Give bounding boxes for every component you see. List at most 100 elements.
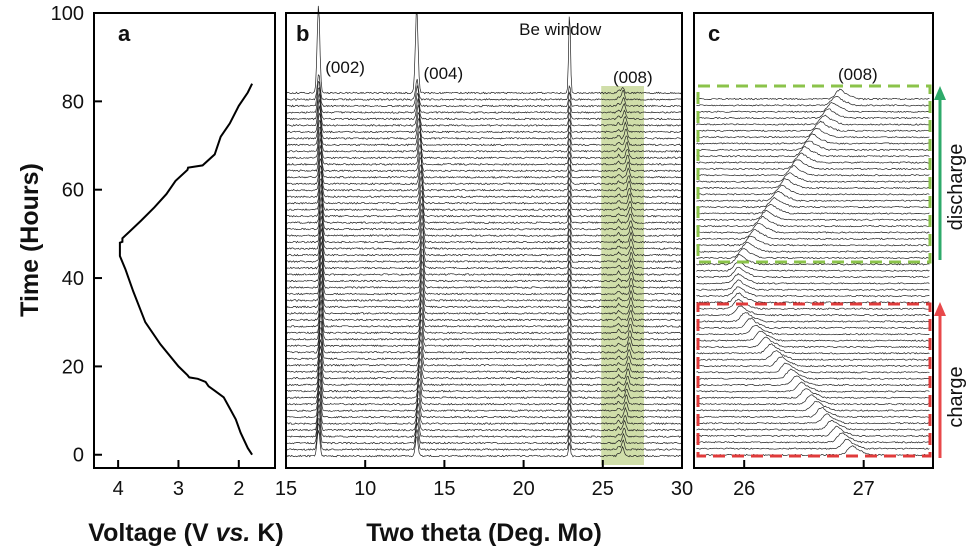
xrd-trace: [696, 145, 930, 158]
xrd-trace: [285, 378, 682, 406]
x-tick-label: 26: [733, 478, 755, 500]
xrd-trace: [696, 204, 930, 215]
xrd-trace: [285, 261, 682, 289]
panel-a-y-ticks: 0 20 40 60 80 100: [51, 3, 102, 467]
xrd-trace: [696, 375, 930, 387]
xrd-trace: [696, 184, 930, 196]
discharge-region-box: [696, 84, 932, 264]
xrd-trace: [285, 105, 682, 134]
xrd-trace: [285, 120, 682, 147]
xrd-trace: [696, 330, 930, 342]
xrd-trace: [696, 350, 930, 361]
x-tick-label: 25: [592, 478, 614, 500]
xrd-trace: [696, 178, 930, 190]
xrd-trace: [285, 430, 682, 458]
xrd-trace: [285, 280, 682, 309]
xrd-trace: [696, 317, 930, 329]
xrd-trace: [286, 228, 682, 257]
xrd-trace: [696, 235, 930, 247]
xrd-trace: [285, 138, 682, 166]
xrd-trace: [696, 286, 930, 298]
xrd-trace: [696, 152, 930, 164]
peak-label: (004): [423, 64, 463, 83]
xrd-trace: [696, 228, 930, 241]
xrd-trace: [285, 197, 682, 225]
xrd-trace: [286, 5, 682, 95]
xrd-trace: [285, 145, 682, 173]
xrd-trace: [285, 345, 682, 374]
xrd-trace: [696, 432, 930, 444]
xrd-trace: [696, 241, 930, 253]
xrd-trace: [285, 254, 682, 283]
discharge-label: discharge: [945, 144, 967, 231]
xrd-trace: [696, 88, 930, 101]
xrd-trace: [285, 151, 682, 179]
xrd-trace: [285, 339, 682, 367]
xrd-trace: [696, 425, 930, 438]
xrd-trace: [696, 216, 930, 228]
xrd-trace: [696, 279, 930, 291]
xrd-trace: [696, 292, 930, 304]
xrd-trace: [285, 223, 682, 250]
panel-b-x-ticks: 15 10 15 20 25 30: [275, 460, 693, 500]
xrd-trace: [696, 165, 930, 177]
xrd-trace: [285, 241, 682, 270]
peak-label: (008): [613, 68, 653, 87]
xrd-trace: [696, 312, 930, 323]
xrd-trace: [285, 164, 682, 192]
panel-c-frame: [693, 12, 934, 469]
panel-a-frame: [93, 12, 276, 469]
panel-a-letter: a: [118, 21, 131, 46]
panel-c-diffraction-traces: [696, 88, 930, 457]
xrd-trace: [696, 172, 930, 183]
xrd-trace: [696, 394, 930, 406]
x-tick-label: 15: [275, 478, 297, 500]
xrd-trace: [696, 343, 930, 355]
panel-c-letter: c: [708, 21, 720, 46]
xrd-trace: [696, 336, 930, 349]
x-tick-label: 30: [671, 478, 693, 500]
x-tick-label: 4: [113, 478, 124, 500]
panel-c-peak-label: (008): [838, 65, 878, 84]
008-highlight-region: [601, 86, 644, 465]
panel-a-x-axis-title: Voltage (V vs. K): [88, 519, 283, 547]
xrd-trace: [696, 368, 930, 380]
xrd-trace: [285, 294, 682, 322]
voltage-curve: [118, 83, 253, 456]
xrd-trace: [696, 210, 930, 221]
xrd-trace: [285, 87, 682, 114]
panel-b-peak-labels: (002) (004) Be window (008): [325, 20, 652, 87]
y-tick-label: 0: [73, 445, 84, 467]
xrd-trace: [285, 210, 682, 237]
xrd-trace: [696, 298, 930, 310]
xrd-trace: [696, 420, 930, 431]
panel-b-x-axis-title: Two theta (Deg. Mo): [366, 519, 602, 547]
x-tick-label: 15: [433, 478, 455, 500]
xrd-trace: [285, 287, 682, 315]
y-tick-label: 20: [62, 356, 84, 378]
xrd-trace: [285, 268, 682, 296]
y-tick-label: 40: [62, 268, 84, 290]
panel-b-diffraction-traces: [285, 5, 682, 458]
panel-a: a 0 20 40 60 80 100 4 3 2 Time (Hours) Voltage …: [16, 3, 284, 547]
xrd-trace: [285, 171, 682, 199]
xrd-trace: [285, 112, 682, 140]
panel-c: c (008) 26 27 charge discharge: [693, 12, 967, 500]
xrd-trace: [696, 438, 930, 450]
xrd-trace: [696, 128, 930, 139]
peak-label: Be window: [519, 20, 602, 39]
xrd-trace: [696, 159, 930, 171]
xrd-trace: [696, 261, 930, 272]
xrd-trace: [696, 133, 930, 145]
y-axis-title: Time (Hours): [16, 163, 44, 317]
xrd-trace: [696, 325, 930, 336]
xrd-trace: [696, 362, 930, 374]
xrd-trace: [285, 371, 682, 400]
xrd-trace: [696, 140, 930, 151]
xrd-trace: [285, 332, 682, 361]
x-tick-label: 10: [354, 478, 376, 500]
panel-c-x-ticks: 26 27: [733, 460, 875, 500]
xrd-trace: [696, 197, 930, 209]
charge-arrow-head: [934, 302, 946, 316]
